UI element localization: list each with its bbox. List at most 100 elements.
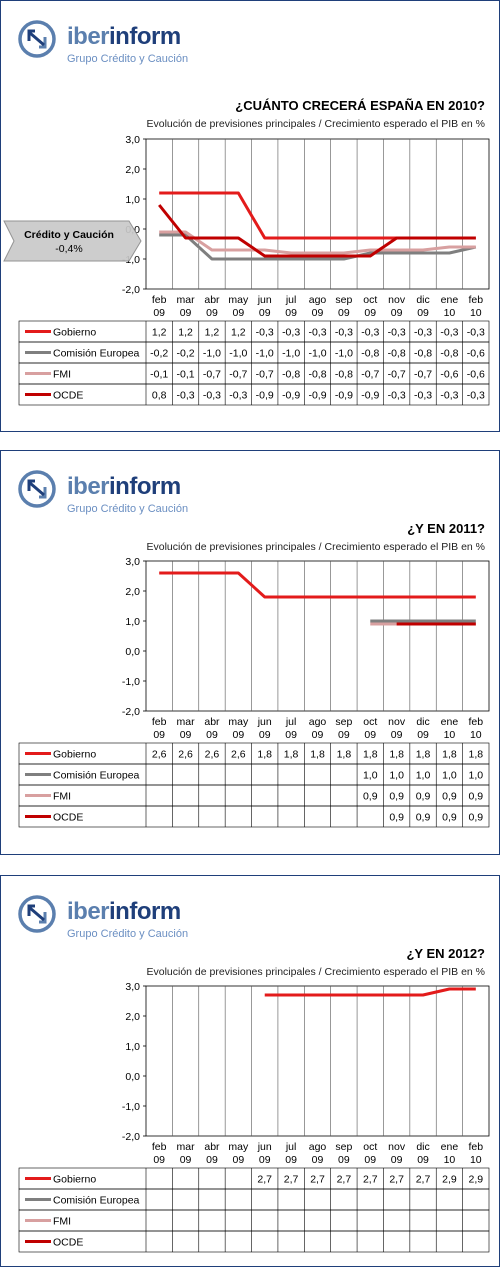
iberinform-logo-icon: [18, 470, 56, 508]
x-tick-label: abr: [204, 294, 220, 306]
data-value: -0,3: [388, 390, 406, 402]
x-tick-label: nov: [388, 716, 406, 728]
x-tick-label: abr: [204, 1141, 220, 1153]
x-tick-label: 09: [233, 1154, 245, 1166]
series-line-3: [158, 204, 476, 258]
x-tick-label: feb: [152, 716, 167, 728]
x-tick-label: 09: [364, 1154, 376, 1166]
x-tick-label: 09: [285, 307, 297, 319]
series-line-1: [159, 233, 477, 261]
x-tick-label: nov: [388, 294, 406, 306]
data-value: 1,2: [231, 327, 246, 339]
legend-label: OCDE: [53, 812, 83, 824]
x-tick-label: 10: [470, 1154, 482, 1166]
data-value: 2,9: [469, 1174, 484, 1186]
x-tick-label: ene: [441, 1141, 459, 1153]
data-value: 1,0: [389, 770, 404, 782]
data-value: 1,8: [416, 749, 431, 761]
data-value: 1,8: [337, 749, 352, 761]
x-tick-label: 09: [180, 1154, 192, 1166]
x-tick-label: oct: [363, 716, 377, 728]
x-tick-label: 09: [153, 307, 165, 319]
data-value: -0,7: [229, 369, 247, 381]
data-value: -0,9: [282, 390, 300, 402]
x-tick-label: jul: [285, 294, 297, 306]
x-tick-label: sep: [335, 716, 352, 728]
x-tick-label: 09: [417, 729, 429, 741]
data-value: 0,9: [363, 791, 378, 803]
x-tick-label: 10: [470, 307, 482, 319]
x-tick-label: jul: [285, 1141, 297, 1153]
y-tick-label: -2,0: [122, 1131, 140, 1143]
x-tick-label: 09: [391, 307, 403, 319]
legend-label: Gobierno: [53, 327, 96, 339]
y-tick-label: 2,0: [125, 586, 140, 598]
data-value: 2,6: [152, 749, 167, 761]
x-tick-label: 10: [444, 1154, 456, 1166]
line-chart-2012: 3,02,01,00,0-1,0-2,0feb09mar09abr09may09…: [18, 981, 490, 1253]
y-tick-label: 0,0: [125, 1071, 140, 1083]
x-tick-label: dic: [416, 716, 429, 728]
x-tick-label: 09: [364, 729, 376, 741]
x-tick-label: nov: [388, 1141, 406, 1153]
data-value: 0,9: [416, 791, 431, 803]
data-value: 0,9: [416, 812, 431, 824]
data-value: -0,8: [414, 348, 432, 360]
chart-subtitle: Evolución de previsiones principales / C…: [146, 966, 485, 978]
x-tick-label: 09: [153, 1154, 165, 1166]
x-tick-label: 09: [233, 729, 245, 741]
x-tick-label: ago: [309, 294, 327, 306]
x-tick-label: 09: [285, 729, 297, 741]
brand-name: iberinform: [67, 898, 181, 925]
data-value: 1,8: [257, 749, 272, 761]
x-tick-label: 09: [364, 307, 376, 319]
data-value: -1,0: [229, 348, 247, 360]
x-tick-label: sep: [335, 1141, 352, 1153]
chart-panel-2010: iberinform Grupo Crédito y Caución ¿CUÁN…: [0, 0, 500, 432]
data-value: -0,3: [440, 390, 458, 402]
table-row: [18, 1230, 490, 1253]
data-value: 2,7: [257, 1174, 272, 1186]
x-tick-label: 09: [312, 1154, 324, 1166]
data-value: -0,3: [335, 327, 353, 339]
data-value: -1,0: [203, 348, 221, 360]
x-tick-label: 09: [259, 729, 271, 741]
x-tick-label: may: [228, 716, 249, 728]
series-line-0: [264, 987, 476, 997]
y-tick-label: 1,0: [125, 194, 140, 206]
data-value: -0,3: [256, 327, 274, 339]
data-value: -0,3: [361, 327, 379, 339]
data-value: 0,9: [469, 812, 484, 824]
data-value: 1,8: [442, 749, 457, 761]
chart-panel-2012: iberinform Grupo Crédito y Caución ¿Y EN…: [0, 875, 500, 1267]
x-tick-label: 10: [444, 307, 456, 319]
plot-area: [145, 138, 490, 290]
x-tick-label: 09: [206, 1154, 218, 1166]
plot-area: [145, 985, 490, 1137]
data-value: -0,7: [388, 369, 406, 381]
x-tick-label: dic: [416, 294, 429, 306]
data-value: -0,1: [177, 369, 195, 381]
data-value: -0,1: [150, 369, 168, 381]
data-value: -0,7: [203, 369, 221, 381]
x-tick-label: 09: [180, 729, 192, 741]
x-tick-label: 09: [391, 1154, 403, 1166]
table-row: [18, 805, 490, 828]
data-value: 1,8: [310, 749, 325, 761]
x-tick-label: jun: [257, 716, 272, 728]
x-tick-label: ago: [309, 716, 327, 728]
data-value: -0,7: [256, 369, 274, 381]
data-value: 1,0: [469, 770, 484, 782]
x-tick-label: feb: [469, 716, 484, 728]
y-tick-label: -1,0: [122, 1101, 140, 1113]
x-tick-label: 09: [312, 729, 324, 741]
x-tick-label: abr: [204, 716, 220, 728]
data-value: 2,6: [231, 749, 246, 761]
data-value: 1,2: [152, 327, 167, 339]
data-value: 2,7: [389, 1174, 404, 1186]
iberinform-logo-icon: [18, 20, 56, 58]
x-tick-label: may: [228, 1141, 249, 1153]
data-value: 0,8: [152, 390, 167, 402]
legend-label: OCDE: [53, 1237, 83, 1249]
data-value: -0,3: [177, 390, 195, 402]
